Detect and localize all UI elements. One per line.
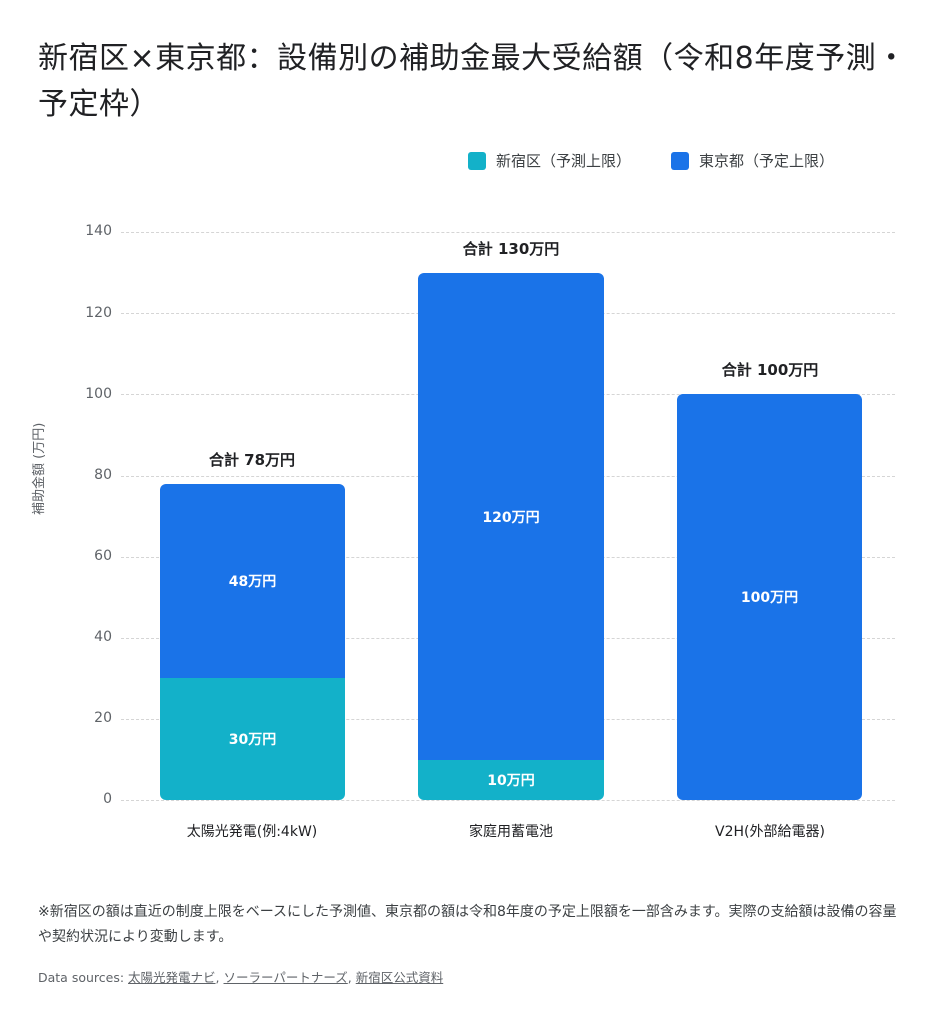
sources-separator: , <box>347 970 356 985</box>
segment-value-label: 100万円 <box>740 590 799 606</box>
bar-v2h[interactable]: 100万円 <box>677 394 862 800</box>
y-tick-20: 20 <box>94 710 112 726</box>
x-tick-battery: 家庭用蓄電池 <box>469 824 553 840</box>
legend-label-tokyo: 東京都（予定上限） <box>699 152 835 170</box>
legend-label-shinjuku: 新宿区（予測上限） <box>496 152 632 170</box>
bar-segment-shinjuku[interactable]: 10万円 <box>418 760 604 800</box>
bar-total-label-battery: 合計 130万円 <box>462 240 560 258</box>
sources-prefix: Data sources: <box>38 970 129 985</box>
bar-total-label-v2h: 合計 100万円 <box>721 361 819 379</box>
sources-separator: , <box>215 970 224 985</box>
legend-item-tokyo[interactable]: 東京都（予定上限） <box>671 150 834 171</box>
bar-solar[interactable]: 48万円 30万円 <box>160 484 345 800</box>
legend-swatch-shinjuku <box>468 151 486 170</box>
footnote: ※新宿区の額は直近の制度上限をベースにした予測値、東京都の額は令和8年度の予定上… <box>38 904 897 945</box>
gridline-0 <box>121 800 895 801</box>
legend-item-shinjuku[interactable]: 新宿区（予測上限） <box>468 150 631 171</box>
y-tick-0: 0 <box>103 791 112 807</box>
bar-segment-tokyo[interactable]: 48万円 <box>160 484 345 678</box>
source-link-shinjuku-official[interactable]: 新宿区公式資料 <box>355 970 444 985</box>
y-tick-120: 120 <box>85 305 112 321</box>
source-link-solar-partners[interactable]: ソーラーパートナーズ <box>223 970 348 985</box>
legend: 新宿区（予測上限） 東京都（予定上限） <box>468 150 874 171</box>
bar-segment-tokyo[interactable]: 120万円 <box>418 273 604 760</box>
x-tick-solar: 太陽光発電(例:4kW) <box>186 824 318 840</box>
chart-title: 新宿区×東京都：設備別の補助金最大受給額（令和8年度予測・予定枠） <box>38 41 907 122</box>
y-tick-100: 100 <box>85 386 112 402</box>
gridline-140 <box>121 232 895 233</box>
bar-battery[interactable]: 120万円 10万円 <box>418 273 604 800</box>
source-link-solar-navi[interactable]: 太陽光発電ナビ <box>128 970 216 985</box>
data-sources: Data sources: 太陽光発電ナビ, ソーラーパートナーズ, 新宿区公式… <box>38 967 443 986</box>
segment-value-label: 120万円 <box>482 509 540 526</box>
segment-value-label: 10万円 <box>487 773 535 789</box>
y-tick-80: 80 <box>94 467 112 483</box>
bar-segment-tokyo[interactable]: 100万円 <box>677 394 862 800</box>
segment-value-label: 48万円 <box>228 574 277 590</box>
segment-value-label: 30万円 <box>228 732 277 748</box>
bar-segment-shinjuku[interactable]: 30万円 <box>160 678 345 800</box>
legend-swatch-tokyo <box>671 151 690 170</box>
y-tick-140: 140 <box>85 223 112 239</box>
y-tick-40: 40 <box>94 629 112 645</box>
x-tick-v2h: V2H(外部給電器) <box>715 824 825 840</box>
bar-total-label-solar: 合計 78万円 <box>208 451 296 469</box>
y-tick-60: 60 <box>94 548 112 564</box>
